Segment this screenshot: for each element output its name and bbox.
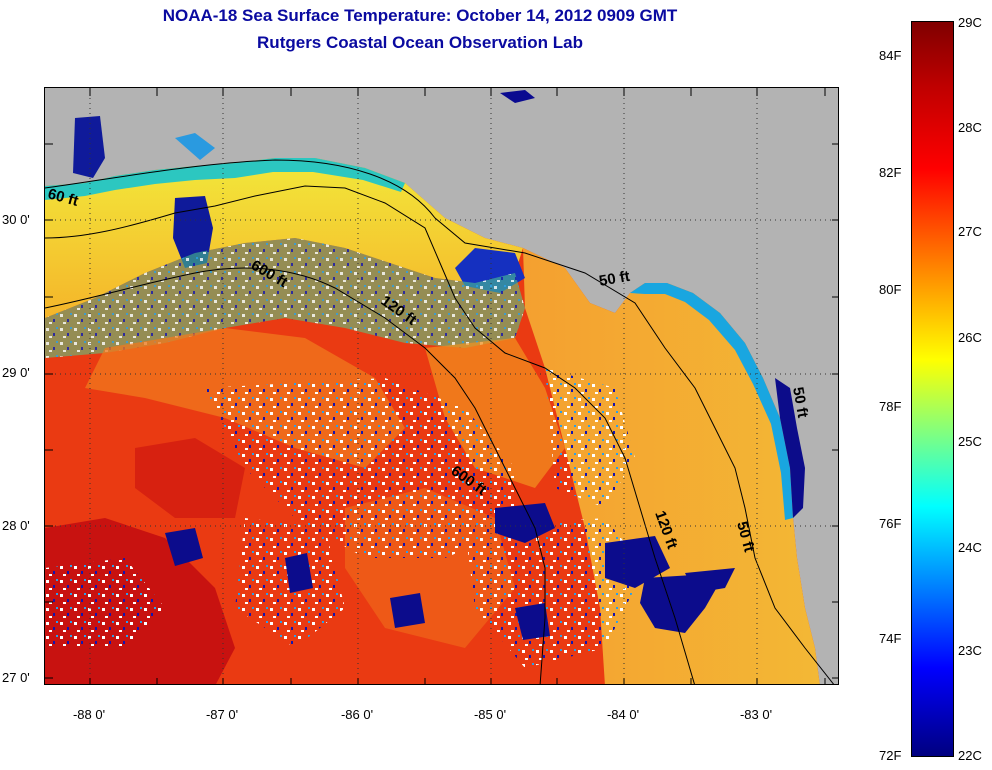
colorbar-celsius-label: 25C: [958, 434, 982, 449]
contour-label: 50 ft: [789, 386, 811, 419]
longitude-label: -85 0': [473, 707, 507, 722]
land-panhandle: [45, 88, 838, 684]
colorbar-fahrenheit-label: 76F: [879, 516, 902, 531]
colorbar-fahrenheit-label: 78F: [879, 399, 902, 414]
coastal-fringe-north: [45, 158, 405, 200]
longitude-label: -88 0': [72, 707, 106, 722]
latitude-label: 27 0': [2, 670, 30, 685]
longitude-label: -86 0': [340, 707, 374, 722]
colorbar-fahrenheit-label: 84F: [879, 48, 902, 63]
colorbar-celsius-label: 28C: [958, 120, 982, 135]
colorbar-celsius-label: 24C: [958, 540, 982, 555]
shelf-band-north: [45, 158, 523, 318]
axis-ticks: [45, 88, 838, 684]
longitude-label: -84 0': [606, 707, 640, 722]
colorbar-fahrenheit-label: 72F: [879, 748, 902, 763]
bathymetry-contours: [45, 159, 835, 684]
latitude-label: 28 0': [2, 518, 30, 533]
cloud-mask: [205, 378, 515, 558]
latitude-label: 29 0': [2, 365, 30, 380]
colorbar-celsius-label: 29C: [958, 15, 982, 30]
colorbar-celsius-label: 27C: [958, 224, 982, 239]
sst-map: 60 ft 600 ft 120 ft 50 ft 600 ft 120 ft …: [44, 87, 839, 685]
chart-title: NOAA-18 Sea Surface Temperature: October…: [162, 6, 678, 25]
colorbar-fahrenheit-label: 80F: [879, 282, 902, 297]
bay-patch: [173, 196, 213, 268]
colorbar-celsius-label: 23C: [958, 643, 982, 658]
latitude-label: 30 0': [2, 212, 30, 227]
longitude-label: -87 0': [205, 707, 239, 722]
colorbar-fahrenheit-label: 74F: [879, 631, 902, 646]
colorbar-fahrenheit-label: 82F: [879, 165, 902, 180]
colorbar-celsius-label: 22C: [958, 748, 982, 763]
chart-subtitle: Rutgers Coastal Ocean Observation Lab: [257, 33, 583, 52]
colorbar-celsius-label: 26C: [958, 330, 982, 345]
temperature-colorbar: [911, 21, 954, 757]
longitude-label: -83 0': [739, 707, 773, 722]
contour-label: 50 ft: [598, 268, 631, 290]
sst-map-canvas: 60 ft 600 ft 120 ft 50 ft 600 ft 120 ft …: [45, 88, 838, 684]
